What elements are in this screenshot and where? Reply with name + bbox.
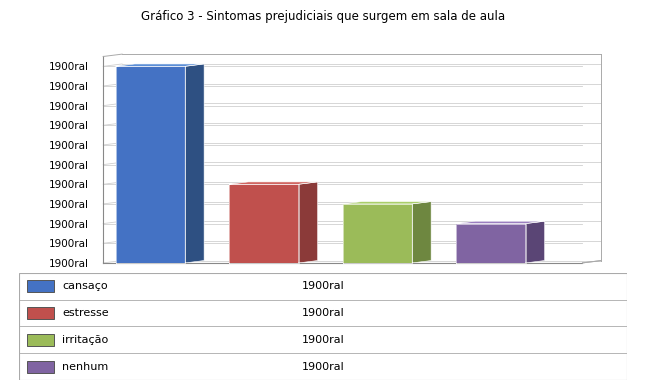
FancyBboxPatch shape [19,273,627,380]
Text: Gráfico 3 - Sintomas prejudiciais que surgem em sala de aula: Gráfico 3 - Sintomas prejudiciais que su… [141,10,505,23]
Bar [26,307,54,319]
Polygon shape [116,66,185,263]
Polygon shape [229,184,298,263]
Text: 1900ral: 1900ral [302,362,344,372]
Polygon shape [229,182,318,184]
Text: irritação: irritação [62,335,108,345]
Polygon shape [412,202,431,263]
Polygon shape [343,204,412,263]
Text: nenhum: nenhum [62,362,108,372]
Polygon shape [456,223,526,263]
Text: cansaço: cansaço [62,281,107,291]
Polygon shape [456,221,545,223]
Polygon shape [526,221,545,263]
Bar [26,361,54,372]
Text: 1900ral: 1900ral [302,281,344,291]
Polygon shape [343,202,431,204]
Polygon shape [185,64,204,263]
Text: estresse: estresse [62,308,109,318]
Bar [26,280,54,292]
Bar [26,334,54,346]
Polygon shape [298,182,318,263]
Text: 1900ral: 1900ral [302,335,344,345]
Text: 1900ral: 1900ral [302,308,344,318]
Polygon shape [116,64,204,66]
